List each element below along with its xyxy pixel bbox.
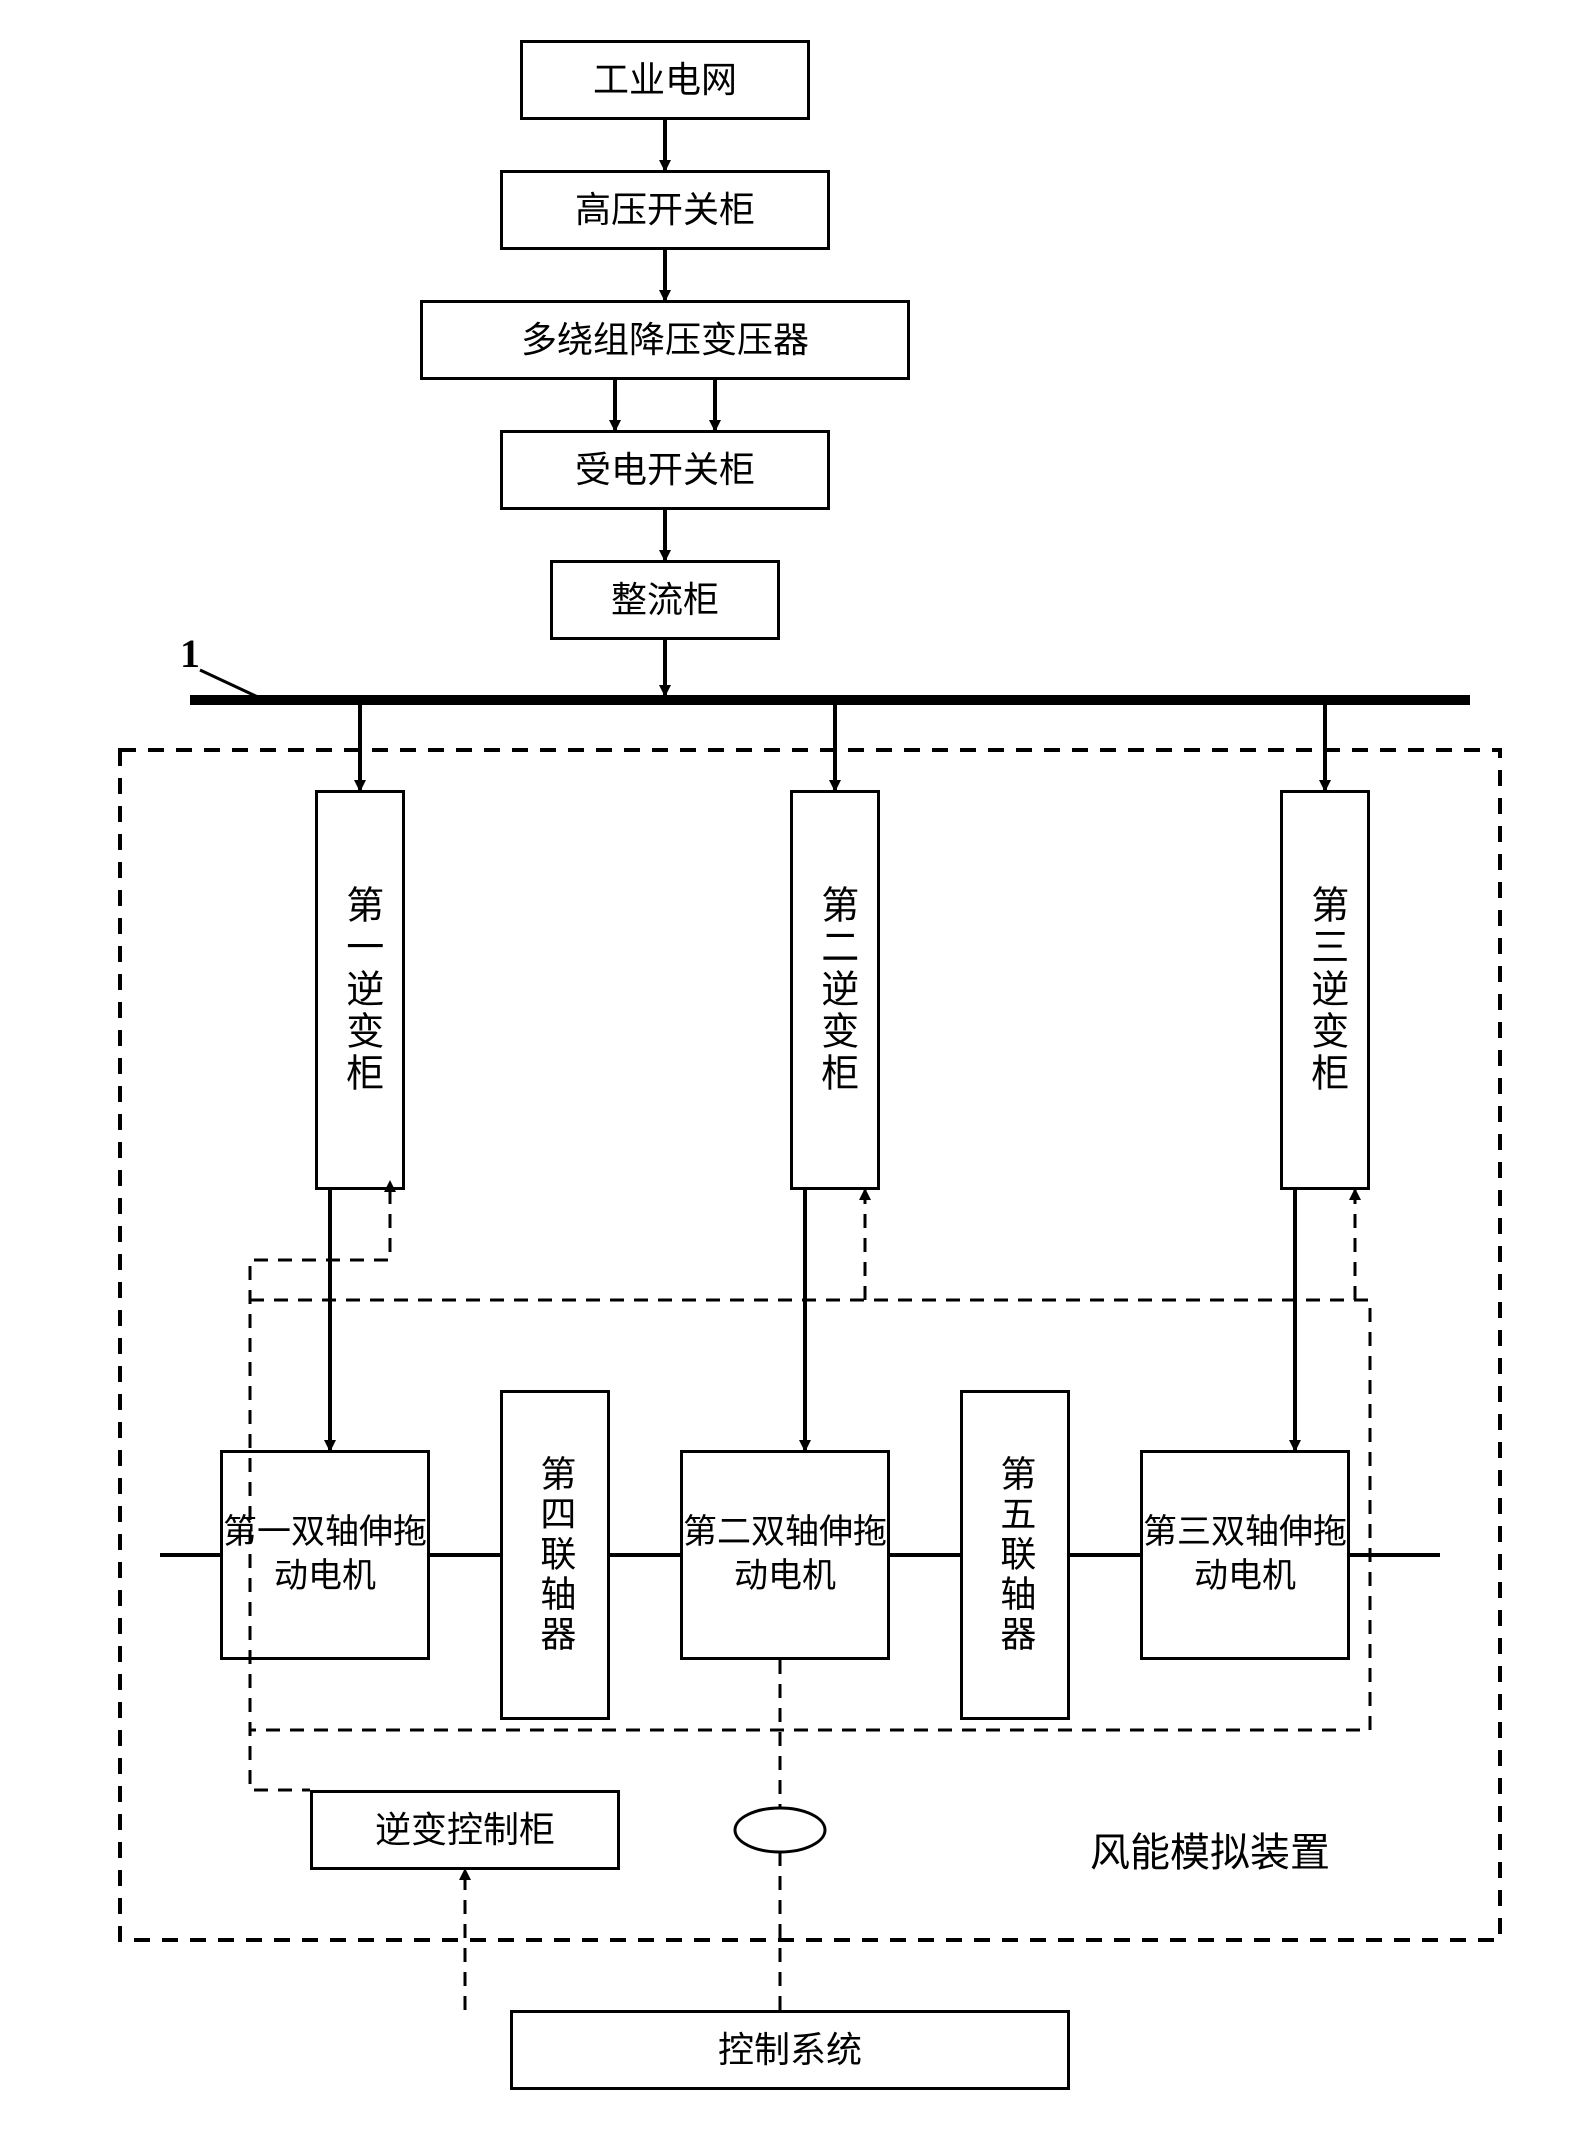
box-inv1: 第一逆变柜: [315, 790, 405, 1190]
label: 第二双轴伸拖动电机: [683, 1511, 887, 1599]
box-motor3: 第三双轴伸拖动电机: [1140, 1450, 1350, 1660]
box-motor2: 第二双轴伸拖动电机: [680, 1450, 890, 1660]
label: 第一逆变柜: [335, 885, 384, 1095]
box-rxswitch: 受电开关柜: [500, 430, 830, 510]
box-invctrl: 逆变控制柜: [310, 1790, 620, 1870]
label: 第三双轴伸拖动电机: [1143, 1511, 1347, 1599]
box-coupl5: 第五联轴器: [960, 1390, 1070, 1720]
box-hvswitch: 高压开关柜: [500, 170, 830, 250]
label: 受电开关柜: [575, 447, 755, 494]
box-grid: 工业电网: [520, 40, 810, 120]
label: 整流柜: [611, 577, 719, 624]
label: 高压开关柜: [575, 187, 755, 234]
label: 第一双轴伸拖动电机: [223, 1511, 427, 1599]
label: 多绕组降压变压器: [521, 317, 809, 364]
box-transformer: 多绕组降压变压器: [420, 300, 910, 380]
bus-label: 1: [180, 630, 200, 677]
label: 1: [180, 631, 200, 676]
label: 第五联轴器: [992, 1455, 1039, 1655]
box-inv2: 第二逆变柜: [790, 790, 880, 1190]
box-coupl4: 第四联轴器: [500, 1390, 610, 1720]
windsim-label: 风能模拟装置: [1090, 1820, 1330, 1878]
box-inv3: 第三逆变柜: [1280, 790, 1370, 1190]
box-ctrlsys: 控制系统: [510, 2010, 1070, 2090]
label: 逆变控制柜: [375, 1807, 555, 1854]
label: 第二逆变柜: [810, 885, 859, 1095]
label: 工业电网: [593, 57, 737, 104]
system-diagram: 工业电网 高压开关柜 多绕组降压变压器 受电开关柜 整流柜 第一逆变柜 第二逆变…: [20, 20, 1564, 2103]
box-motor1: 第一双轴伸拖动电机: [220, 1450, 430, 1660]
label: 第四联轴器: [532, 1455, 579, 1655]
label: 风能模拟装置: [1090, 1830, 1330, 1875]
box-rectifier: 整流柜: [550, 560, 780, 640]
label: 第三逆变柜: [1300, 885, 1349, 1095]
label: 控制系统: [718, 2027, 862, 2074]
